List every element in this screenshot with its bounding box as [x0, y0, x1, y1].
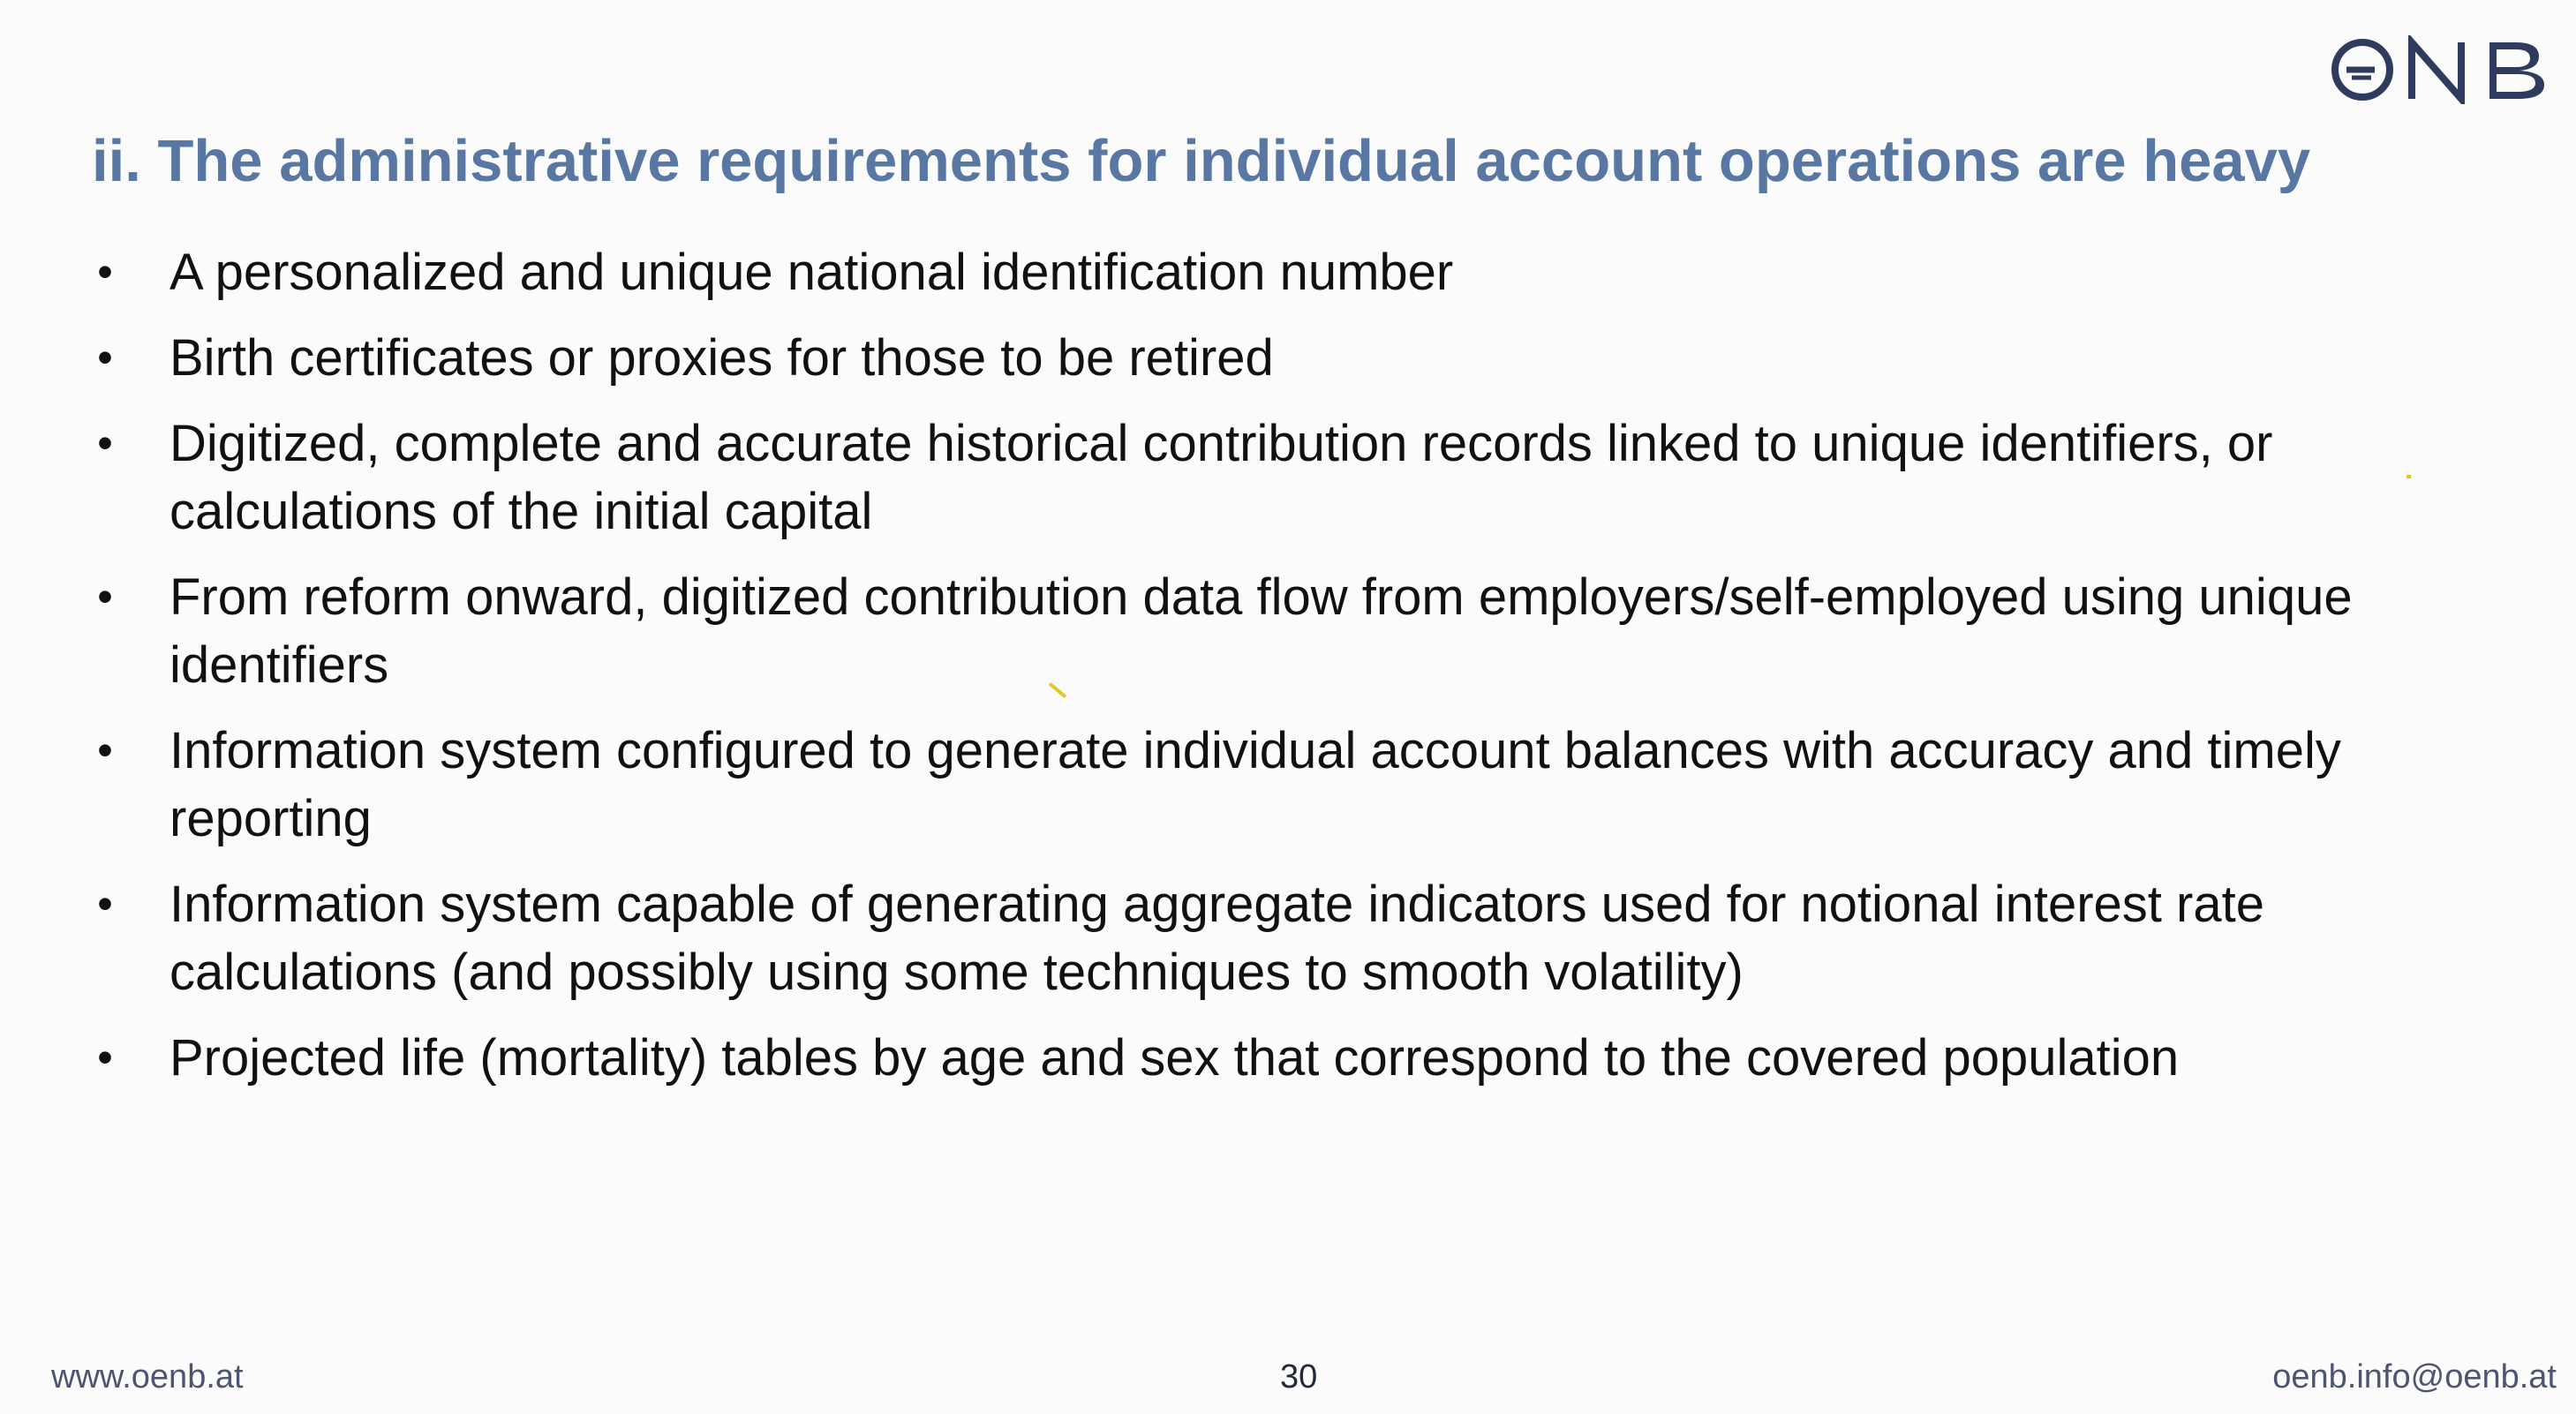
bullet-icon: • — [97, 1033, 113, 1082]
bullet-icon: • — [97, 879, 113, 929]
slide-title: ii. The administrative requirements for … — [92, 128, 2311, 194]
bullet-icon: • — [97, 418, 113, 468]
footer-email: oenb.info@oenb.at — [2272, 1358, 2557, 1395]
bullet-text: Digitized, complete and accurate histori… — [169, 415, 2273, 540]
bullet-text: Information system configured to generat… — [169, 722, 2341, 847]
oenb-logo — [2331, 35, 2544, 104]
footer-website: www.oenb.at — [51, 1358, 244, 1395]
annotation-mark — [2407, 475, 2411, 478]
bullet-text: Information system capable of generating… — [169, 876, 2264, 1001]
bullet-item: • From reform onward, digitized contribu… — [92, 563, 2546, 699]
bullet-item: • Digitized, complete and accurate histo… — [92, 410, 2546, 545]
bullet-text: Birth certificates or proxies for those … — [169, 329, 1274, 387]
bullet-icon: • — [97, 572, 113, 621]
bullet-item: • Information system capable of generati… — [92, 870, 2546, 1006]
bullet-item: • Birth certificates or proxies for thos… — [92, 324, 2546, 392]
page-number: 30 — [1280, 1358, 1318, 1395]
bullet-list: • A personalized and unique national ide… — [92, 238, 2546, 1109]
bullet-text: From reform onward, digitized contributi… — [169, 568, 2353, 694]
bullet-item: • Information system configured to gener… — [92, 717, 2546, 853]
bullet-item: • Projected life (mortality) tables by a… — [92, 1024, 2546, 1092]
bullet-text: A personalized and unique national ident… — [169, 244, 1454, 301]
bullet-icon: • — [97, 333, 113, 382]
bullet-item: • A personalized and unique national ide… — [92, 238, 2546, 306]
bullet-icon: • — [97, 726, 113, 775]
bullet-icon: • — [97, 247, 113, 297]
bullet-text: Projected life (mortality) tables by age… — [169, 1029, 2180, 1087]
